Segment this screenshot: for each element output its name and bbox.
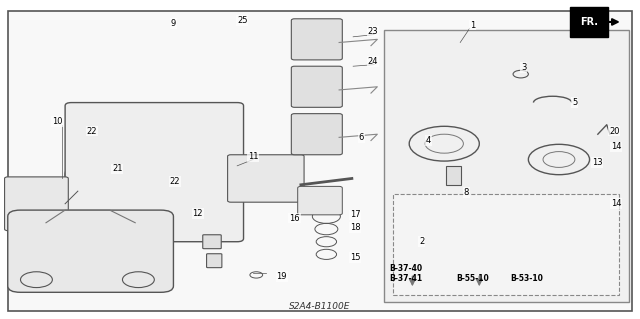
Text: 10: 10 <box>52 117 63 126</box>
Text: 13: 13 <box>592 158 602 167</box>
FancyBboxPatch shape <box>8 11 632 311</box>
FancyBboxPatch shape <box>291 19 342 60</box>
Text: FR.: FR. <box>580 17 598 27</box>
Text: 16: 16 <box>289 213 300 222</box>
Text: 23: 23 <box>367 27 378 36</box>
Text: 22: 22 <box>170 177 180 186</box>
Text: 12: 12 <box>193 209 203 218</box>
Text: 6: 6 <box>359 133 364 142</box>
FancyBboxPatch shape <box>298 186 342 215</box>
FancyBboxPatch shape <box>4 177 68 231</box>
Text: 14: 14 <box>611 199 621 208</box>
FancyBboxPatch shape <box>291 114 342 155</box>
Text: 22: 22 <box>86 127 97 136</box>
Text: 25: 25 <box>237 16 248 25</box>
Text: 24: 24 <box>367 57 378 66</box>
FancyBboxPatch shape <box>207 254 222 268</box>
FancyBboxPatch shape <box>394 194 620 295</box>
Text: 14: 14 <box>611 142 621 151</box>
Text: 11: 11 <box>248 152 259 161</box>
Text: B-37-40: B-37-40 <box>390 264 422 273</box>
Text: B-55-10: B-55-10 <box>456 274 490 283</box>
Text: B-37-41: B-37-41 <box>390 274 422 283</box>
FancyBboxPatch shape <box>8 210 173 292</box>
Text: 15: 15 <box>350 253 360 262</box>
Text: B-53-10: B-53-10 <box>511 274 543 283</box>
Text: 21: 21 <box>112 165 123 174</box>
Text: 4: 4 <box>426 136 431 145</box>
Text: 20: 20 <box>609 127 620 136</box>
Text: 8: 8 <box>464 188 469 197</box>
FancyBboxPatch shape <box>291 66 342 107</box>
FancyBboxPatch shape <box>65 103 244 242</box>
FancyBboxPatch shape <box>384 30 629 302</box>
Text: 19: 19 <box>276 272 287 281</box>
FancyBboxPatch shape <box>203 235 221 249</box>
FancyBboxPatch shape <box>228 155 304 202</box>
Text: 1: 1 <box>470 21 476 30</box>
Text: 3: 3 <box>521 63 527 72</box>
Text: S2A4-B1100E: S2A4-B1100E <box>289 302 351 311</box>
FancyBboxPatch shape <box>445 166 461 185</box>
Text: 17: 17 <box>349 210 360 219</box>
Text: 5: 5 <box>572 98 577 107</box>
Text: 9: 9 <box>171 19 176 28</box>
Text: 18: 18 <box>349 223 360 232</box>
Text: 2: 2 <box>419 237 424 246</box>
